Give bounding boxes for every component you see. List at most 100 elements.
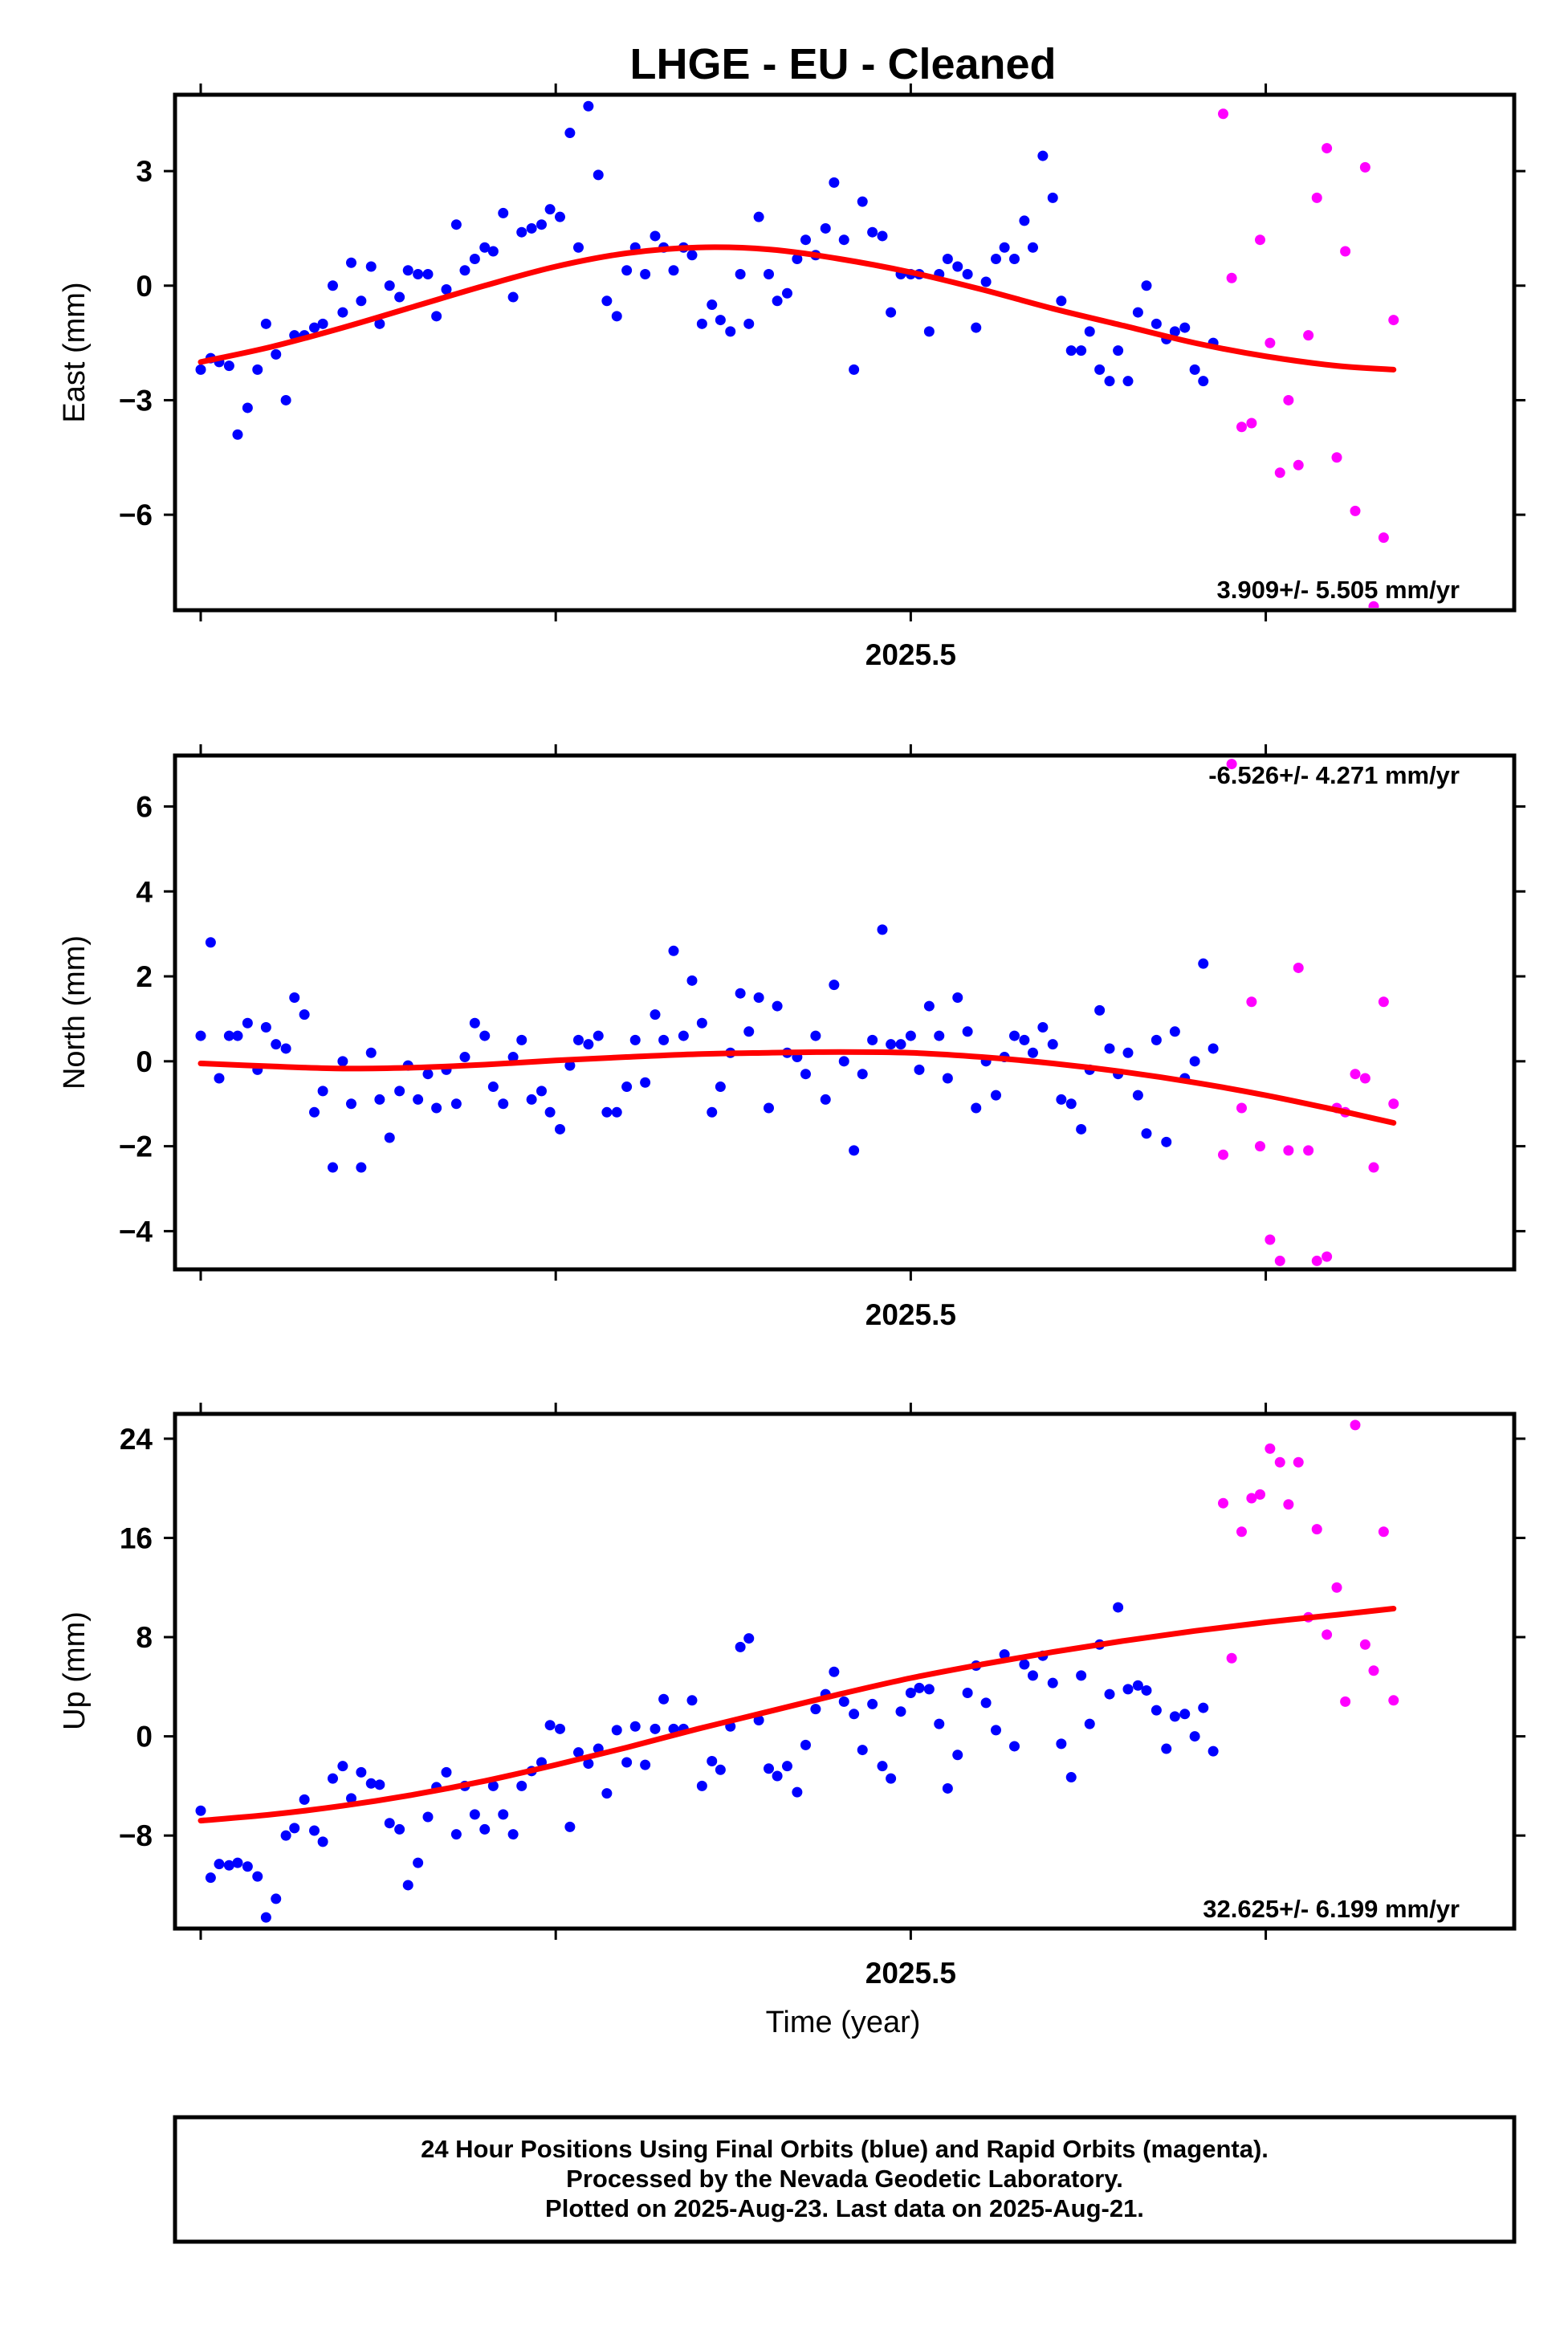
east-panel: −6 −3 0 3 2025.5 East (mm) 3.909+/- 5.505 mm/y…: [58, 84, 1525, 671]
final-orbit-point: [280, 394, 291, 405]
final-orbit-point: [934, 1030, 945, 1041]
y-tick-label: 16: [120, 1521, 153, 1554]
final-orbit-point: [1198, 958, 1209, 969]
final-orbit-point: [1151, 1705, 1162, 1716]
final-orbit-point: [877, 1761, 888, 1772]
y-tick-label: −2: [119, 1130, 153, 1163]
trend-curve: [198, 1049, 1397, 1126]
final-orbit-point: [867, 1698, 878, 1709]
final-orbit-point: [526, 222, 537, 234]
final-orbit-point: [356, 295, 367, 307]
final-orbit-point: [838, 1056, 849, 1067]
final-orbit-point: [487, 246, 499, 257]
final-orbit-point: [317, 1836, 328, 1847]
rapid-orbit-point: [1236, 422, 1247, 433]
final-orbit-point: [781, 287, 792, 299]
final-orbit-point: [800, 1069, 811, 1080]
final-orbit-point: [800, 1739, 811, 1750]
final-orbit-point: [991, 1725, 1001, 1736]
final-orbit-point: [1008, 253, 1020, 264]
final-orbit-point: [838, 1696, 849, 1707]
final-orbit-point: [1027, 1670, 1038, 1681]
final-orbit-point: [1008, 1741, 1020, 1752]
final-orbit-point: [498, 207, 509, 218]
final-orbit-point: [309, 1825, 320, 1836]
final-orbit-point: [223, 360, 234, 372]
x-axis-label: Time (year): [766, 2006, 921, 2039]
final-orbit-point: [942, 1782, 953, 1794]
final-orbit-point: [886, 1773, 897, 1784]
final-orbit-point: [895, 1039, 906, 1050]
final-orbit-point: [1104, 376, 1115, 387]
final-orbit-point: [923, 1684, 935, 1695]
final-orbit-point: [820, 222, 831, 234]
final-orbit-point: [725, 326, 736, 337]
rapid-orbit-point: [1322, 143, 1333, 154]
final-orbit-point: [469, 1017, 480, 1029]
rapid-orbit-point: [1331, 1582, 1342, 1593]
final-orbit-point: [252, 1871, 263, 1882]
final-orbit-point: [564, 128, 576, 139]
final-orbit-point: [601, 1106, 613, 1118]
final-orbit-point: [479, 1823, 491, 1835]
final-orbit-point: [707, 1106, 718, 1118]
final-orbit-point: [857, 1069, 868, 1080]
final-orbit-point: [327, 1162, 338, 1173]
final-orbit-point: [1019, 215, 1030, 226]
final-orbit-point: [621, 1757, 633, 1768]
final-orbit-point: [252, 364, 263, 375]
final-orbit-point: [934, 1718, 945, 1729]
final-orbit-point: [1019, 1034, 1030, 1045]
final-orbit-point: [205, 1872, 216, 1884]
final-orbit-point: [952, 261, 963, 272]
final-orbit-point: [593, 169, 604, 181]
final-orbit-point: [942, 1073, 953, 1084]
y-tick-label: 4: [136, 875, 153, 908]
final-orbit-point: [1189, 1731, 1200, 1742]
y-tick-label: 3: [136, 155, 153, 188]
final-orbit-point: [280, 1043, 291, 1054]
final-orbit-point: [1198, 1702, 1209, 1713]
plot-frame: [173, 753, 1517, 1272]
final-orbit-point: [507, 1052, 519, 1063]
final-orbit-point: [516, 1034, 527, 1045]
final-orbit-point: [1104, 1688, 1115, 1700]
final-orbit-point: [441, 1766, 452, 1778]
final-orbit-point: [299, 1794, 310, 1805]
final-orbit-point: [715, 315, 726, 326]
final-orbit-point: [1132, 307, 1143, 318]
final-orbit-point: [1076, 345, 1087, 356]
final-orbit-point: [1047, 192, 1058, 203]
rapid-orbit-point: [1303, 1145, 1314, 1156]
final-orbit-point: [345, 1098, 356, 1110]
final-orbit-point: [611, 1106, 622, 1118]
final-orbit-point: [271, 348, 282, 360]
final-orbit-point: [1198, 376, 1209, 387]
y-tick-label: 24: [120, 1423, 153, 1456]
final-orbit-point: [1076, 1670, 1087, 1681]
footer-line-1: 24 Hour Positions Using Final Orbits (bl…: [421, 2135, 1269, 2163]
final-orbit-point: [686, 1695, 698, 1706]
final-orbit-point: [195, 364, 206, 375]
final-orbit-point: [1047, 1677, 1058, 1688]
final-orbit-point: [554, 211, 565, 222]
y-tick-label: 8: [136, 1621, 153, 1654]
final-orbit-point: [572, 242, 584, 253]
final-orbit-point: [195, 1805, 206, 1816]
final-orbit-point: [658, 1693, 670, 1705]
final-orbit-point: [260, 318, 271, 329]
rapid-orbit-point: [1359, 1073, 1370, 1084]
final-orbit-point: [640, 1759, 651, 1770]
y-axis-label: East (mm): [58, 282, 92, 422]
rapid-orbit-point: [1226, 759, 1237, 770]
final-orbit-point: [980, 1697, 992, 1709]
final-orbit-point: [289, 1823, 300, 1834]
rapid-orbit-point: [1303, 330, 1314, 341]
final-orbit-point: [678, 1030, 689, 1041]
final-orbit-point: [820, 1094, 831, 1105]
rapid-orbit-point: [1283, 1145, 1294, 1156]
final-orbit-point: [422, 269, 434, 280]
final-orbit-point: [601, 1788, 613, 1799]
footer-line-2: Processed by the Nevada Geodetic Laborat…: [566, 2165, 1123, 2193]
rate-label: 3.909+/- 5.505 mm/yr: [1217, 576, 1460, 604]
